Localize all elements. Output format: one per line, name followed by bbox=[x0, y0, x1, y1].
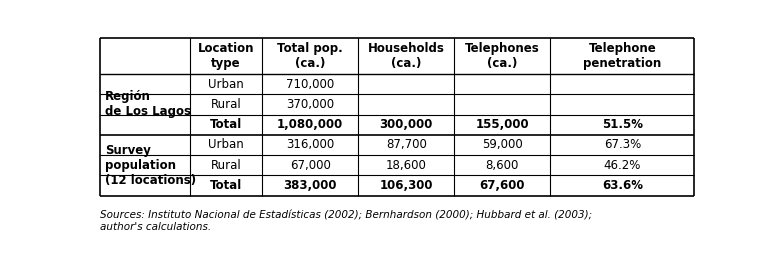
Text: 67,600: 67,600 bbox=[480, 179, 525, 192]
Text: Rural: Rural bbox=[211, 98, 241, 111]
Text: Telephone
penetration: Telephone penetration bbox=[584, 42, 662, 70]
Text: 383,000: 383,000 bbox=[284, 179, 337, 192]
Text: Rural: Rural bbox=[211, 159, 241, 172]
Text: 87,700: 87,700 bbox=[386, 139, 426, 152]
Text: 46.2%: 46.2% bbox=[604, 159, 641, 172]
Text: 1,080,000: 1,080,000 bbox=[277, 118, 343, 131]
Text: Location
type: Location type bbox=[198, 42, 254, 70]
Text: 316,000: 316,000 bbox=[286, 139, 334, 152]
Text: Urban: Urban bbox=[208, 139, 244, 152]
Text: Sources: Instituto Nacional de Estadísticas (2002); Bernhardson (2000); Hubbard : Sources: Instituto Nacional de Estadísti… bbox=[100, 210, 592, 232]
Text: Región
de Los Lagos: Región de Los Lagos bbox=[105, 90, 191, 118]
Text: 370,000: 370,000 bbox=[286, 98, 334, 111]
Text: 67.3%: 67.3% bbox=[604, 139, 641, 152]
Text: 8,600: 8,600 bbox=[486, 159, 519, 172]
Text: Total pop.
(ca.): Total pop. (ca.) bbox=[277, 42, 343, 70]
Text: 67,000: 67,000 bbox=[290, 159, 330, 172]
Text: Households
(ca.): Households (ca.) bbox=[368, 42, 445, 70]
Text: Urban: Urban bbox=[208, 78, 244, 90]
Text: 63.6%: 63.6% bbox=[602, 179, 643, 192]
Text: 300,000: 300,000 bbox=[380, 118, 433, 131]
Text: Total: Total bbox=[210, 179, 242, 192]
Text: 155,000: 155,000 bbox=[476, 118, 529, 131]
Text: 106,300: 106,300 bbox=[380, 179, 433, 192]
Text: 51.5%: 51.5% bbox=[602, 118, 643, 131]
Text: 18,600: 18,600 bbox=[386, 159, 426, 172]
Text: Survey
population
(12 locations): Survey population (12 locations) bbox=[105, 144, 196, 187]
Text: 710,000: 710,000 bbox=[286, 78, 334, 90]
Text: Telephones
(ca.): Telephones (ca.) bbox=[465, 42, 539, 70]
Text: 59,000: 59,000 bbox=[482, 139, 522, 152]
Text: Total: Total bbox=[210, 118, 242, 131]
